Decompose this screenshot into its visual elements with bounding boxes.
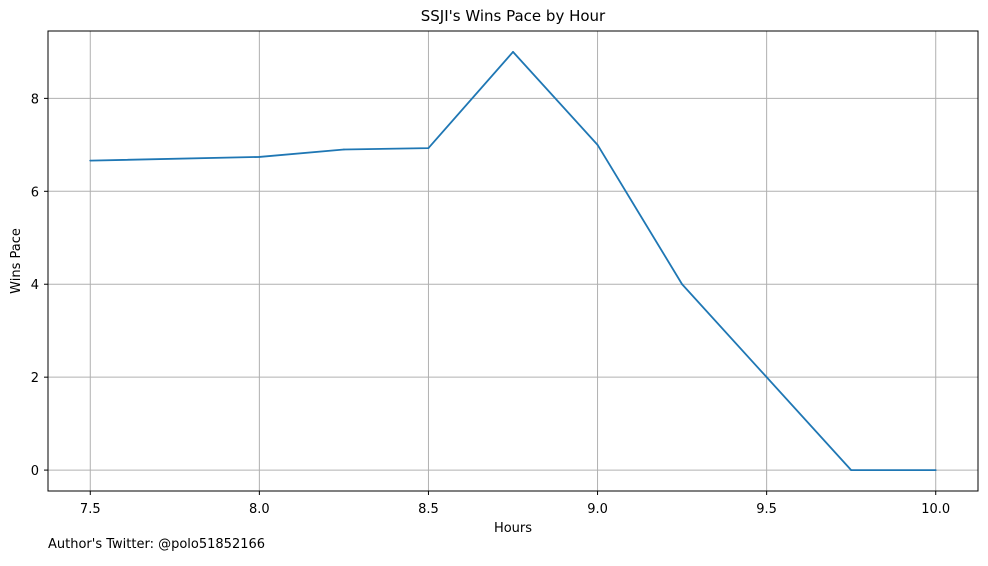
data-point bbox=[934, 469, 937, 471]
data-point bbox=[850, 469, 853, 471]
x-axis: 7.5 8.0 8.5 9.0 9.5 10.0 bbox=[80, 491, 950, 517]
x-tick-label: 8.5 bbox=[418, 502, 439, 517]
data-point bbox=[681, 283, 683, 286]
plot-frame bbox=[47, 30, 979, 492]
x-tick-label: 9.0 bbox=[587, 502, 608, 517]
author-footnote: Author's Twitter: @polo51852166 bbox=[48, 537, 266, 552]
y-tick-label: 4 bbox=[31, 278, 39, 293]
data-point bbox=[427, 147, 430, 149]
data-point bbox=[512, 51, 514, 53]
y-tick-label: 6 bbox=[31, 185, 39, 200]
data-point bbox=[258, 156, 261, 158]
series-layer bbox=[89, 51, 937, 471]
chart-title: SSJI's Wins Pace by Hour bbox=[421, 7, 606, 25]
x-tick-label: 7.5 bbox=[80, 502, 101, 517]
data-point bbox=[343, 148, 345, 151]
grid bbox=[48, 31, 978, 491]
data-point bbox=[596, 143, 599, 146]
x-tick-label: 10.0 bbox=[921, 502, 950, 517]
y-tick-label: 8 bbox=[31, 92, 39, 107]
series-line bbox=[90, 51, 936, 471]
y-axis-label: Wins Pace bbox=[9, 228, 24, 294]
y-axis: 0 2 4 6 8 bbox=[31, 92, 48, 479]
y-tick-label: 0 bbox=[31, 464, 39, 479]
data-point bbox=[89, 159, 92, 162]
data-point bbox=[765, 376, 768, 379]
y-tick-label: 2 bbox=[31, 371, 39, 386]
x-axis-label: Hours bbox=[494, 521, 532, 536]
x-tick-label: 9.5 bbox=[756, 502, 777, 517]
x-tick-label: 8.0 bbox=[249, 502, 270, 517]
